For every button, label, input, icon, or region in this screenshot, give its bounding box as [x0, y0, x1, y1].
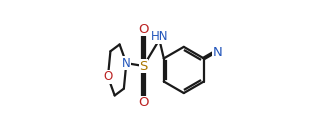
Text: O: O [138, 23, 149, 36]
Text: S: S [139, 60, 148, 72]
Text: O: O [103, 70, 113, 83]
Text: HN: HN [151, 30, 168, 43]
Text: N: N [213, 46, 222, 59]
Text: N: N [122, 57, 131, 70]
Text: O: O [138, 96, 149, 109]
